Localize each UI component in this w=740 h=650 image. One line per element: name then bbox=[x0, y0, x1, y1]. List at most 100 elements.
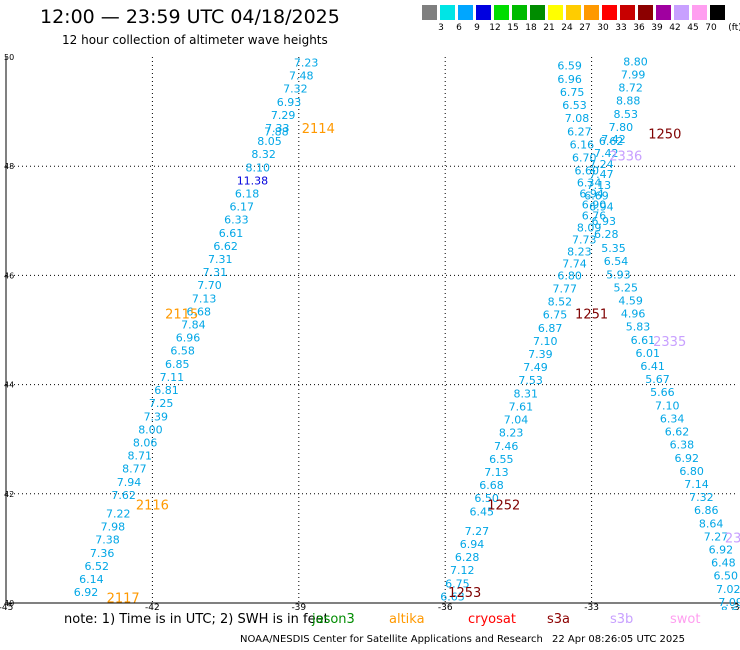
wave-height-value: 6.62 bbox=[213, 240, 238, 253]
wave-height-value: 6.52 bbox=[85, 560, 110, 573]
wave-height-value: 7.42 bbox=[601, 133, 626, 146]
legend-tick-label: 6 bbox=[456, 23, 462, 33]
wave-height-value: 7.70 bbox=[197, 279, 222, 292]
legend-tick-label: 42 bbox=[669, 23, 681, 33]
track-label: 1250 bbox=[648, 127, 681, 142]
legend-tick-label: 15 bbox=[507, 23, 519, 33]
legend-unit: (ft) bbox=[728, 23, 740, 33]
wave-height-value: 7.88 bbox=[264, 125, 289, 138]
track-label: 2117 bbox=[107, 592, 140, 607]
wave-height-value: 6.92 bbox=[74, 586, 99, 599]
track-label: 1251 bbox=[575, 308, 608, 323]
wave-height-value: 7.48 bbox=[289, 70, 314, 83]
wave-height-value: 7.22 bbox=[106, 507, 131, 520]
wave-height-value: 6.92 bbox=[675, 452, 700, 465]
legend-swatch bbox=[422, 5, 437, 20]
wave-height-value: 6.48 bbox=[711, 557, 736, 570]
wave-height-value: 6.62 bbox=[599, 135, 624, 148]
wave-height-value: 7.08 bbox=[565, 112, 590, 125]
legend-tick-label: 45 bbox=[687, 23, 699, 33]
chart-title: 12:00 — 23:59 UTC 04/18/2025 bbox=[40, 6, 340, 28]
satellite-label: s3a bbox=[547, 612, 571, 627]
wave-height-value: 7.53 bbox=[518, 374, 543, 387]
wave-height-value: 6.16 bbox=[570, 138, 595, 151]
track-label: 2116 bbox=[136, 499, 169, 514]
legend-swatch bbox=[494, 5, 509, 20]
y-tick-label: 48 bbox=[4, 162, 14, 171]
wave-height-value: 6.58 bbox=[170, 345, 195, 358]
wave-height-value: 8.31 bbox=[513, 387, 538, 400]
wave-height-value: 6.68 bbox=[479, 479, 504, 492]
wave-height-value: 6.92 bbox=[709, 543, 734, 556]
wave-height-value: 6.93 bbox=[277, 96, 302, 109]
wave-height-value: 6.85 bbox=[165, 358, 190, 371]
legend-swatch bbox=[566, 5, 581, 20]
wave-height-value: 7.27 bbox=[704, 530, 729, 543]
wave-height-value: 6.01 bbox=[635, 347, 660, 360]
wave-height-value: 6.38 bbox=[670, 439, 695, 452]
wave-height-value: 6.87 bbox=[538, 322, 563, 335]
track-label: 2336 bbox=[609, 149, 642, 164]
wave-height-value: 7.29 bbox=[271, 109, 296, 122]
legend-tick-label: 33 bbox=[615, 23, 627, 33]
wave-height-value: 6.75 bbox=[560, 86, 585, 99]
legend-swatch bbox=[476, 5, 491, 20]
y-tick-label: 42 bbox=[4, 490, 14, 499]
legend-tick-label: 21 bbox=[543, 23, 555, 33]
wave-height-value: 8.09 bbox=[577, 221, 602, 234]
wave-height-value: 6.75 bbox=[445, 577, 470, 590]
wave-height-value: 7.32 bbox=[283, 83, 308, 96]
wave-height-value: 7.02 bbox=[716, 583, 740, 596]
legend-swatch bbox=[710, 5, 725, 20]
footer-note: note: 1) Time is in UTC; 2) SWH is in fe… bbox=[64, 612, 329, 627]
legend-tick-label: 70 bbox=[705, 23, 717, 33]
wave-height-value: 5.67 bbox=[645, 373, 670, 386]
wave-height-value: 7.24 bbox=[589, 158, 614, 171]
wave-height-value: 8.71 bbox=[127, 450, 152, 463]
track-label: 1253 bbox=[448, 586, 481, 601]
wave-height-value: 7.10 bbox=[533, 335, 558, 348]
wave-height-value: 6.50 bbox=[714, 570, 739, 583]
credit-text: NOAA/NESDIS Center for Satellite Applica… bbox=[240, 634, 543, 645]
wave-height-value: 8.80 bbox=[623, 55, 648, 68]
chart-subtitle: 12 hour collection of altimeter wave hei… bbox=[62, 33, 328, 47]
satellite-label: s3b bbox=[610, 612, 634, 627]
wave-height-value: 6.61 bbox=[219, 227, 244, 240]
wave-height-value: 6.18 bbox=[235, 188, 260, 201]
wave-height-value: 7.27 bbox=[465, 525, 490, 538]
legend-swatch bbox=[584, 5, 599, 20]
track-label: 2115 bbox=[165, 308, 198, 323]
wave-height-value: 7.14 bbox=[684, 478, 709, 491]
wave-height-value: 6.14 bbox=[79, 573, 104, 586]
wave-height-value: 8.64 bbox=[699, 517, 724, 530]
wave-height-value: 7.38 bbox=[95, 534, 120, 547]
legend-swatch bbox=[638, 5, 653, 20]
wave-height-value: 8.72 bbox=[618, 82, 643, 95]
wave-height-value: 6.94 bbox=[589, 201, 614, 214]
satellite-label: swot bbox=[670, 612, 701, 627]
wave-height-value: 7.31 bbox=[208, 253, 233, 266]
wave-height-value: 6.81 bbox=[154, 384, 179, 397]
wave-height-value: 6.28 bbox=[594, 228, 619, 241]
legend-swatch bbox=[620, 5, 635, 20]
legend-tick-label: 3 bbox=[438, 23, 444, 33]
legend-swatch bbox=[458, 5, 473, 20]
wave-height-value: 7.47 bbox=[589, 168, 614, 181]
wave-height-value: 7.32 bbox=[689, 491, 714, 504]
x-tick-label: -36 bbox=[438, 603, 453, 610]
wave-height-value: 7.94 bbox=[117, 476, 142, 489]
wave-height-value: 5.35 bbox=[601, 242, 626, 255]
track-label: 23 bbox=[725, 531, 740, 546]
wave-height-value: 6.75 bbox=[543, 309, 568, 322]
wave-height-value: 6.59 bbox=[557, 60, 582, 73]
legend-tick-label: 39 bbox=[651, 23, 663, 33]
wave-height-value: 6.94 bbox=[579, 188, 604, 201]
legend-swatch bbox=[674, 5, 689, 20]
wave-height-value: 4.59 bbox=[618, 295, 643, 308]
wave-height-value: 6.94 bbox=[460, 538, 485, 551]
legend-tick-label: 18 bbox=[525, 23, 537, 33]
wave-height-value: 7.99 bbox=[621, 68, 646, 81]
wave-height-value: 8.32 bbox=[251, 148, 276, 161]
y-tick-label: 44 bbox=[4, 381, 14, 390]
wave-height-value: 6.34 bbox=[577, 177, 602, 190]
